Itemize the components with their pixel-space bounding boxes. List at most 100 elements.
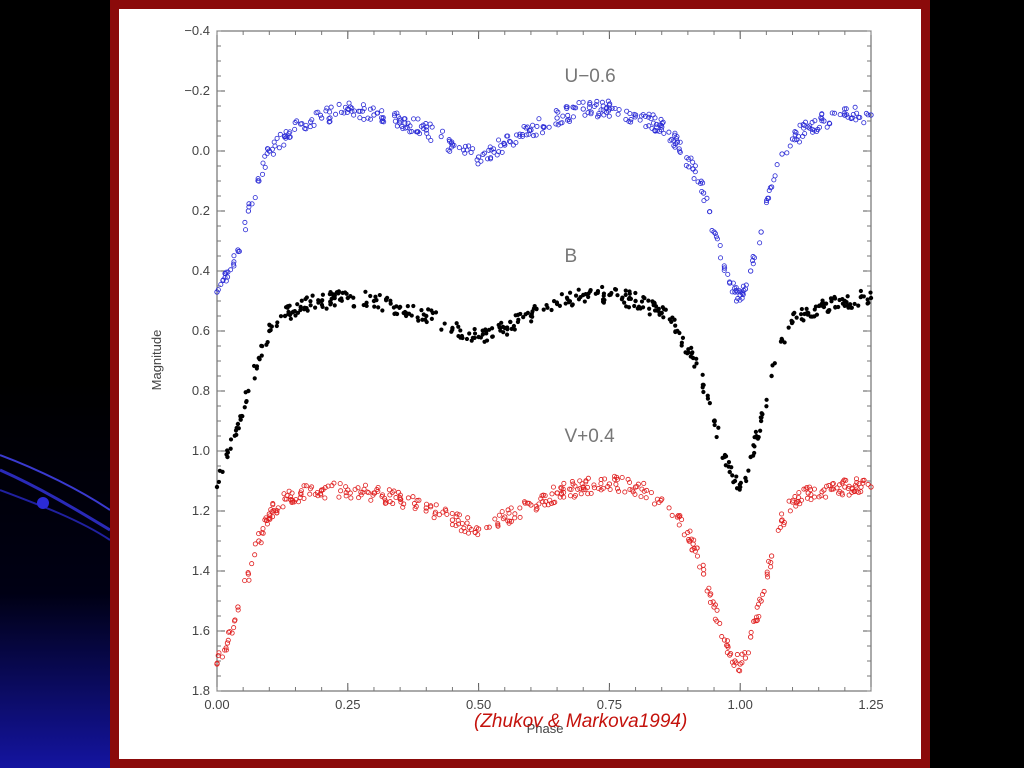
data-point <box>458 528 464 534</box>
data-point <box>242 219 248 225</box>
data-point <box>472 327 477 332</box>
data-point <box>595 114 601 120</box>
data-point <box>257 357 262 362</box>
data-point <box>225 450 231 455</box>
data-point <box>255 176 261 182</box>
data-point <box>710 599 716 605</box>
data-point <box>497 325 502 330</box>
data-point <box>368 293 373 299</box>
data-point <box>337 481 343 487</box>
data-point <box>775 527 781 533</box>
data-point <box>540 492 546 498</box>
data-point <box>570 104 576 110</box>
data-point <box>602 476 608 482</box>
y-tick-label: 0.4 <box>192 263 210 278</box>
data-point <box>752 435 757 440</box>
data-point <box>726 460 732 465</box>
data-point <box>273 508 279 514</box>
data-point <box>333 111 339 117</box>
data-point <box>511 323 517 329</box>
data-point <box>765 574 771 580</box>
data-point <box>286 488 292 494</box>
data-point <box>601 300 606 305</box>
data-point <box>554 490 560 496</box>
data-point <box>320 298 325 303</box>
data-point <box>764 404 769 409</box>
data-point <box>745 650 751 656</box>
data-point <box>669 512 675 518</box>
y-axis-label: Magnitude <box>149 330 164 391</box>
data-point <box>615 293 620 298</box>
data-point <box>627 291 632 296</box>
data-point <box>262 164 268 170</box>
data-point <box>794 137 800 143</box>
data-point <box>484 331 489 336</box>
data-point <box>545 502 551 508</box>
data-point <box>635 481 641 487</box>
data-point <box>549 491 555 497</box>
data-point <box>378 115 384 121</box>
data-point <box>580 106 586 112</box>
data-point <box>801 125 807 131</box>
data-point <box>666 129 672 135</box>
data-point <box>287 134 293 140</box>
data-point <box>683 350 688 355</box>
data-point <box>650 120 656 126</box>
data-point <box>466 143 472 149</box>
data-point <box>646 123 652 129</box>
data-point <box>700 372 705 377</box>
data-point <box>585 475 591 481</box>
data-point <box>803 486 809 492</box>
data-point <box>464 336 470 342</box>
data-point <box>849 485 855 491</box>
data-point <box>689 351 695 356</box>
data-point <box>380 118 386 124</box>
data-point <box>268 328 273 333</box>
data-point <box>464 520 470 526</box>
citation-text: (Zhukov & Markova1994) <box>474 711 688 732</box>
data-point <box>277 131 283 137</box>
data-point <box>807 125 813 131</box>
data-point <box>216 650 222 656</box>
data-point <box>413 504 419 510</box>
data-point <box>240 414 245 419</box>
data-point <box>801 318 806 323</box>
data-point <box>626 296 631 301</box>
data-point <box>318 492 324 498</box>
data-point <box>797 122 803 128</box>
data-point <box>543 499 549 505</box>
data-point <box>739 651 745 657</box>
data-point <box>331 480 337 486</box>
data-point <box>768 553 775 559</box>
data-point <box>410 494 416 500</box>
data-point <box>461 147 467 153</box>
data-point <box>793 503 799 509</box>
data-point <box>389 490 395 496</box>
data-point <box>462 143 468 149</box>
data-point <box>594 98 600 104</box>
data-point <box>507 139 513 145</box>
data-point <box>570 114 576 120</box>
data-point <box>411 116 417 122</box>
data-point <box>741 288 747 294</box>
data-point <box>600 284 605 290</box>
data-point <box>716 425 721 430</box>
data-point <box>605 98 611 104</box>
data-point <box>499 509 505 515</box>
data-point <box>223 647 229 653</box>
data-point <box>320 292 326 297</box>
data-point <box>673 323 678 328</box>
data-point <box>288 316 293 321</box>
data-point <box>488 155 494 161</box>
y-tick-label: −0.2 <box>184 83 210 98</box>
data-point <box>388 298 393 303</box>
x-tick-label: 1.25 <box>858 697 883 712</box>
data-point <box>852 301 857 307</box>
data-point <box>498 143 504 149</box>
data-point <box>701 389 706 395</box>
data-point <box>573 293 579 298</box>
data-point <box>492 516 498 522</box>
data-point <box>307 491 313 497</box>
data-point <box>712 602 718 608</box>
data-point <box>839 490 845 496</box>
